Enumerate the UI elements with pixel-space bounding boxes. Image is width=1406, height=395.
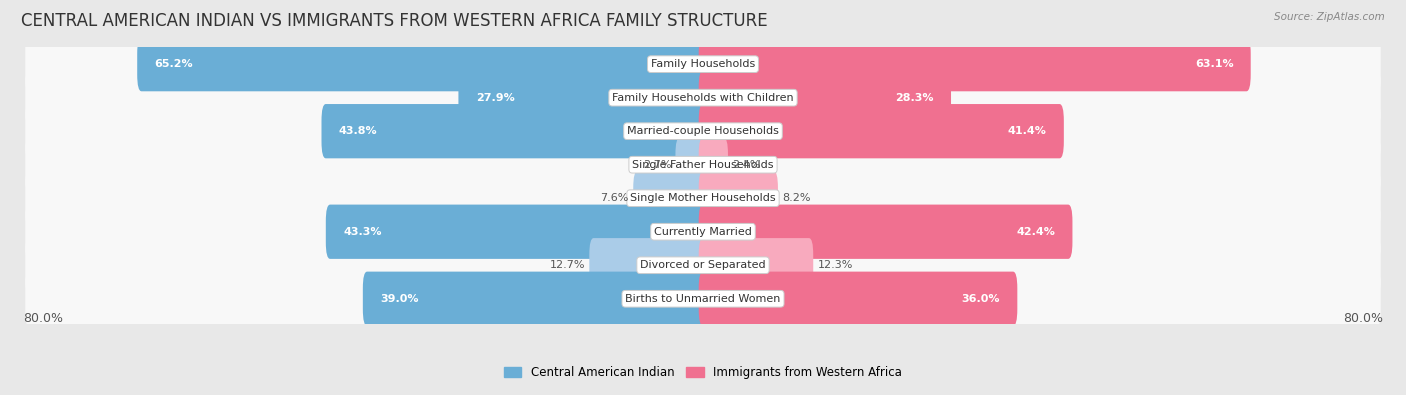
Text: Divorced or Separated: Divorced or Separated (640, 260, 766, 270)
FancyBboxPatch shape (25, 105, 1381, 157)
Text: 27.9%: 27.9% (475, 93, 515, 103)
FancyBboxPatch shape (633, 171, 707, 226)
FancyBboxPatch shape (699, 238, 813, 292)
Text: Family Households: Family Households (651, 59, 755, 69)
Text: 80.0%: 80.0% (1343, 312, 1384, 325)
FancyBboxPatch shape (675, 137, 707, 192)
Text: 2.7%: 2.7% (643, 160, 671, 170)
FancyBboxPatch shape (458, 71, 707, 125)
Text: 43.3%: 43.3% (343, 227, 381, 237)
Text: 12.3%: 12.3% (817, 260, 853, 270)
Text: 7.6%: 7.6% (600, 193, 628, 203)
FancyBboxPatch shape (25, 139, 1381, 190)
Text: Single Mother Households: Single Mother Households (630, 193, 776, 203)
FancyBboxPatch shape (699, 171, 778, 226)
FancyBboxPatch shape (699, 104, 1064, 158)
Text: 28.3%: 28.3% (896, 93, 934, 103)
Text: Family Households with Children: Family Households with Children (612, 93, 794, 103)
FancyBboxPatch shape (589, 238, 707, 292)
Text: Currently Married: Currently Married (654, 227, 752, 237)
FancyBboxPatch shape (138, 37, 707, 91)
Text: Births to Unmarried Women: Births to Unmarried Women (626, 294, 780, 304)
FancyBboxPatch shape (699, 272, 1018, 326)
FancyBboxPatch shape (363, 272, 707, 326)
FancyBboxPatch shape (322, 104, 707, 158)
FancyBboxPatch shape (25, 273, 1381, 325)
Text: 43.8%: 43.8% (339, 126, 377, 136)
Text: 2.4%: 2.4% (733, 160, 761, 170)
Text: Single Father Households: Single Father Households (633, 160, 773, 170)
Text: 12.7%: 12.7% (550, 260, 585, 270)
Legend: Central American Indian, Immigrants from Western Africa: Central American Indian, Immigrants from… (503, 366, 903, 379)
Text: 8.2%: 8.2% (782, 193, 811, 203)
Text: Source: ZipAtlas.com: Source: ZipAtlas.com (1274, 12, 1385, 22)
Text: 36.0%: 36.0% (962, 294, 1000, 304)
Text: 63.1%: 63.1% (1195, 59, 1233, 69)
FancyBboxPatch shape (25, 172, 1381, 224)
Text: 42.4%: 42.4% (1017, 227, 1056, 237)
FancyBboxPatch shape (25, 38, 1381, 90)
Text: 80.0%: 80.0% (22, 312, 63, 325)
Text: 39.0%: 39.0% (380, 294, 419, 304)
FancyBboxPatch shape (699, 137, 728, 192)
Text: 65.2%: 65.2% (155, 59, 193, 69)
FancyBboxPatch shape (25, 239, 1381, 291)
Text: CENTRAL AMERICAN INDIAN VS IMMIGRANTS FROM WESTERN AFRICA FAMILY STRUCTURE: CENTRAL AMERICAN INDIAN VS IMMIGRANTS FR… (21, 12, 768, 30)
FancyBboxPatch shape (25, 72, 1381, 124)
Text: Married-couple Households: Married-couple Households (627, 126, 779, 136)
FancyBboxPatch shape (25, 206, 1381, 258)
FancyBboxPatch shape (699, 71, 950, 125)
FancyBboxPatch shape (699, 37, 1251, 91)
FancyBboxPatch shape (326, 205, 707, 259)
FancyBboxPatch shape (699, 205, 1073, 259)
Text: 41.4%: 41.4% (1008, 126, 1046, 136)
